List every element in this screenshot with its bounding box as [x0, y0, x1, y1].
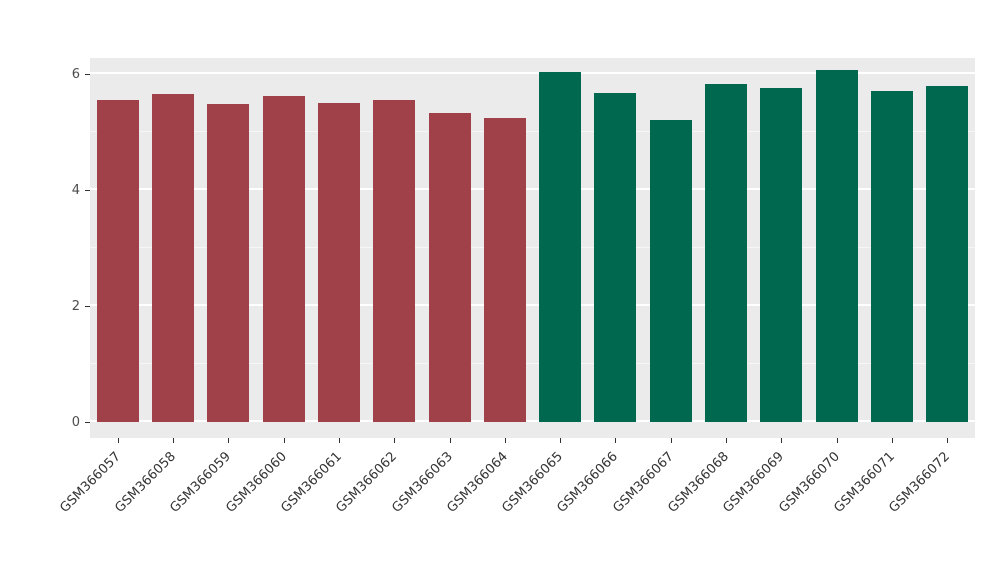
bar: [594, 93, 636, 422]
gridline-major: [90, 188, 975, 190]
x-tick-mark: [781, 438, 782, 443]
x-tick-mark: [505, 438, 506, 443]
bar: [760, 88, 802, 422]
x-tick-label: GSM366068: [665, 449, 732, 516]
x-tick-label: GSM366071: [831, 449, 898, 516]
bar: [871, 91, 913, 422]
bar: [318, 103, 360, 422]
x-tick-label: GSM366062: [333, 449, 400, 516]
x-tick-mark: [837, 438, 838, 443]
bar: [539, 72, 581, 422]
x-tick-label: GSM366065: [499, 449, 566, 516]
y-tick-mark: [85, 74, 90, 75]
bar: [816, 70, 858, 422]
x-tick-mark: [339, 438, 340, 443]
x-tick-label: GSM366072: [886, 449, 953, 516]
x-tick-label: GSM366070: [776, 449, 843, 516]
x-tick-mark: [892, 438, 893, 443]
x-tick-label: GSM366059: [167, 449, 234, 516]
x-tick-mark: [560, 438, 561, 443]
x-tick-mark: [726, 438, 727, 443]
gridline-major: [90, 304, 975, 306]
bar: [97, 100, 139, 422]
y-tick-label: 2: [71, 299, 80, 314]
gridline-minor: [90, 363, 975, 364]
gridline-major: [90, 72, 975, 74]
x-tick-label: GSM366066: [554, 449, 621, 516]
gridline-minor: [90, 247, 975, 248]
x-tick-label: GSM366067: [610, 449, 677, 516]
x-tick-label: GSM366069: [720, 449, 787, 516]
plot-panel: [90, 58, 975, 438]
y-tick-label: 4: [71, 183, 80, 198]
bar: [373, 100, 415, 422]
gridline-minor: [90, 131, 975, 132]
y-tick-mark: [85, 422, 90, 423]
gridline-major: [90, 420, 975, 422]
x-tick-mark: [394, 438, 395, 443]
x-tick-mark: [284, 438, 285, 443]
bar: [429, 113, 471, 422]
y-tick-mark: [85, 190, 90, 191]
x-tick-mark: [671, 438, 672, 443]
bar: [263, 96, 305, 422]
y-tick-label: 6: [71, 67, 80, 82]
x-tick-label: GSM366063: [389, 449, 456, 516]
x-tick-mark: [450, 438, 451, 443]
x-tick-mark: [615, 438, 616, 443]
bar: [705, 84, 747, 422]
bar: [207, 104, 249, 422]
bar: [152, 94, 194, 422]
x-tick-mark: [173, 438, 174, 443]
x-tick-label: GSM366057: [57, 449, 124, 516]
x-tick-label: GSM366064: [444, 449, 511, 516]
x-tick-label: GSM366061: [278, 449, 345, 516]
bar: [484, 118, 526, 422]
x-tick-label: GSM366060: [223, 449, 290, 516]
y-tick-mark: [85, 306, 90, 307]
bar: [650, 120, 692, 422]
y-tick-label: 0: [71, 415, 80, 430]
x-tick-label: GSM366058: [112, 449, 179, 516]
x-tick-mark: [228, 438, 229, 443]
x-tick-mark: [947, 438, 948, 443]
x-tick-mark: [118, 438, 119, 443]
bar: [926, 86, 968, 422]
